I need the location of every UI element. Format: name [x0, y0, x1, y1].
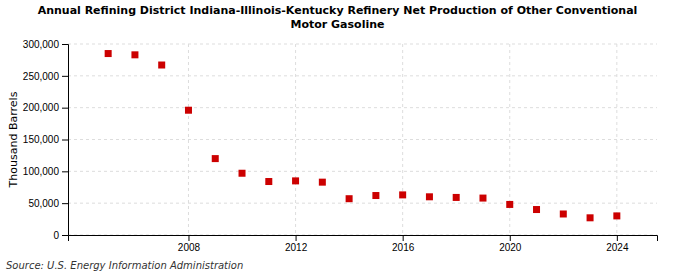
source: Source: U.S. Energy Information Administ… [6, 260, 243, 271]
tick: 300,000 [23, 39, 68, 50]
grid-line [68, 171, 657, 172]
point [105, 50, 112, 57]
point [453, 194, 460, 201]
tick-mark [62, 108, 68, 109]
tick: 50,000 [28, 198, 68, 209]
tick-mark [296, 235, 297, 241]
grid-line [68, 139, 657, 140]
point [131, 51, 138, 58]
tick-mark [403, 235, 404, 241]
tick: 150,000 [23, 134, 68, 145]
plot-area: 2008 2012 2016 2020 2024 0 50,000 100,000 150,00… [23, 39, 658, 253]
point [212, 155, 219, 162]
axis-line [62, 45, 69, 236]
tick-mark [62, 203, 68, 204]
tick: 250,000 [23, 71, 68, 82]
point [265, 178, 272, 185]
point [185, 107, 192, 114]
tick-label: 2008 [178, 242, 201, 253]
grid [68, 44, 657, 235]
tick-label: 250,000 [23, 71, 60, 82]
tick-label: 200,000 [23, 102, 60, 113]
y-axis-label: Thousand Barrels [7, 91, 20, 188]
tick-mark [62, 140, 68, 141]
tick-label: 50,000 [28, 198, 59, 209]
tick: 2020 [499, 235, 522, 253]
point [319, 179, 326, 186]
tick-label: 2020 [499, 242, 522, 253]
tick-label: 150,000 [23, 134, 60, 145]
tick-label: 2016 [392, 242, 415, 253]
tick-mark [188, 235, 189, 241]
chart: 2008 2012 2016 2020 2024 0 50,000 100,000 150,00… [0, 0, 675, 275]
tick: 200,000 [23, 102, 68, 113]
point [239, 170, 246, 177]
points [105, 50, 621, 221]
tick-label: 0 [53, 230, 59, 241]
tick: 2008 [178, 235, 201, 253]
grid-line [68, 44, 657, 45]
y-axis: 0 50,000 100,000 150,000 200,000 250,000 300,0… [23, 39, 69, 241]
tick-mark [510, 235, 511, 241]
tick: 100,000 [23, 166, 68, 177]
tick-mark [617, 235, 618, 241]
tick-label: 100,000 [23, 166, 60, 177]
tick-mark [62, 44, 68, 45]
tick: 0 [53, 230, 68, 241]
grid-line [295, 44, 296, 235]
point [479, 195, 486, 202]
grid-line [68, 107, 657, 108]
axis-line [69, 236, 658, 242]
point [426, 193, 433, 200]
grid-line [616, 44, 617, 235]
point [587, 214, 594, 221]
point [506, 201, 513, 208]
point [372, 192, 379, 199]
point [399, 191, 406, 198]
grid-line [402, 44, 403, 235]
grid-line [68, 203, 657, 204]
tick-mark [62, 171, 68, 172]
point [292, 177, 299, 184]
tick-mark [62, 76, 68, 77]
tick-label: 2012 [285, 242, 308, 253]
tick: 2012 [285, 235, 308, 253]
grid-line [68, 75, 657, 76]
point [533, 206, 540, 213]
x-axis: 2008 2012 2016 2020 2024 [69, 235, 658, 253]
point [158, 62, 165, 69]
tick: 2024 [606, 235, 629, 253]
tick-label: 300,000 [23, 39, 60, 50]
tick: 2016 [392, 235, 415, 253]
point [613, 212, 620, 219]
grid-line [188, 44, 189, 235]
tick-mark [62, 235, 68, 236]
point [560, 210, 567, 217]
tick-label: 2024 [606, 242, 629, 253]
title: Annual Refining District Indiana-Illinoi… [38, 4, 638, 31]
point [346, 195, 353, 202]
